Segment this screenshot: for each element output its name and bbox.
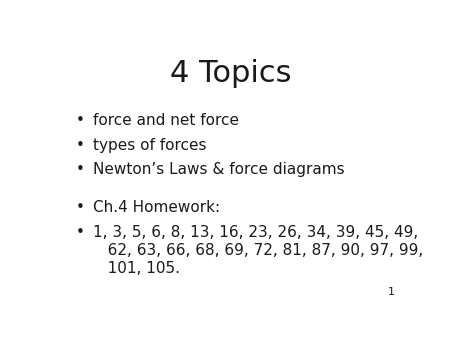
Text: •: •: [76, 138, 84, 153]
Text: •: •: [76, 200, 84, 215]
Text: force and net force: force and net force: [93, 114, 239, 128]
Text: types of forces: types of forces: [93, 138, 207, 153]
Text: •: •: [76, 162, 84, 177]
Text: 1, 3, 5, 6, 8, 13, 16, 23, 26, 34, 39, 45, 49,
   62, 63, 66, 68, 69, 72, 81, 87: 1, 3, 5, 6, 8, 13, 16, 23, 26, 34, 39, 4…: [93, 224, 423, 275]
Text: Newton’s Laws & force diagrams: Newton’s Laws & force diagrams: [93, 162, 345, 177]
Text: 1: 1: [387, 287, 395, 297]
Text: •: •: [76, 114, 84, 128]
Text: Ch.4 Homework:: Ch.4 Homework:: [93, 200, 220, 215]
Text: 4 Topics: 4 Topics: [170, 59, 292, 88]
Text: •: •: [76, 224, 84, 240]
